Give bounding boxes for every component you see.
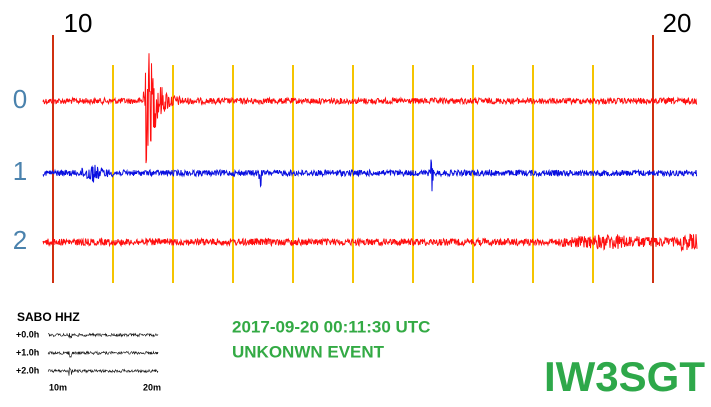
inset-row-label: +2.0h	[16, 365, 39, 375]
trace-label: 1	[13, 156, 27, 186]
waveform	[42, 159, 698, 192]
callsign: IW3SGT	[544, 353, 705, 400]
event-label: UNKONWN EVENT	[232, 342, 385, 361]
left-time-mark: 10	[64, 8, 93, 38]
waveform	[42, 53, 698, 164]
inset-row-label: +0.0h	[16, 329, 39, 339]
inset-x-label: 10m	[49, 382, 67, 392]
right-time-mark: 20	[663, 8, 692, 38]
trace-label: 0	[13, 84, 27, 114]
waveform	[47, 350, 159, 358]
inset-station: SABO HHZ	[17, 310, 80, 324]
waveforms	[42, 53, 698, 376]
event-time: 2017-09-20 00:11:30 UTC	[232, 317, 430, 336]
trace-label: 2	[13, 225, 27, 255]
inset-x-label: 20m	[143, 382, 161, 392]
waveform	[48, 332, 159, 339]
waveform	[42, 233, 698, 253]
waveform	[47, 366, 159, 376]
inset-row-label: +1.0h	[16, 347, 39, 357]
